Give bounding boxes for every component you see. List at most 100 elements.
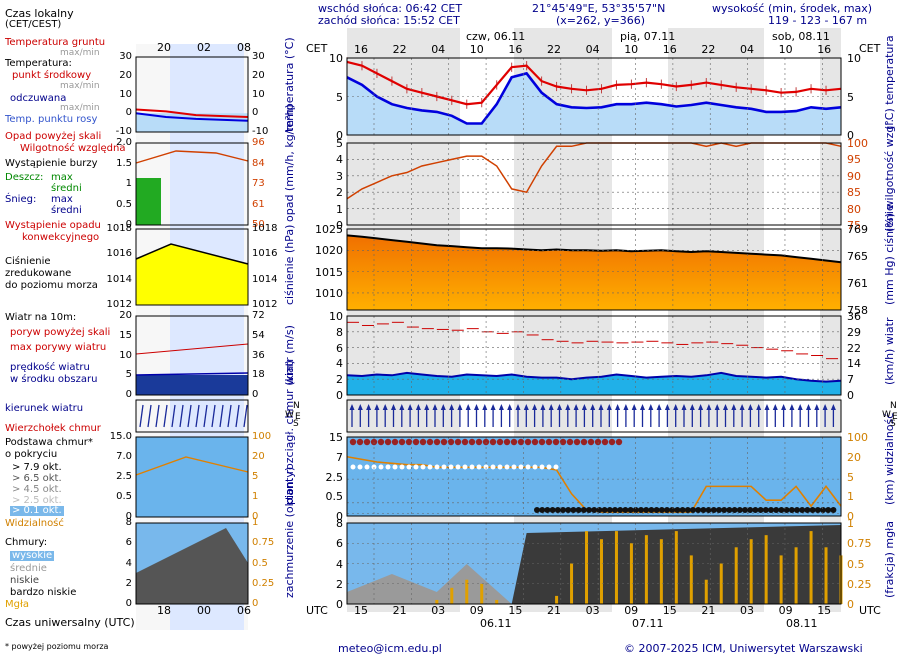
wind-direction-arrowhead: [474, 404, 479, 410]
cloud-base-low-dot: [762, 507, 769, 513]
wind-direction-arrowhead: [399, 404, 405, 410]
cloud-cover-mid: [347, 564, 512, 604]
top-time-tick: 16: [662, 43, 677, 56]
wind-direction-arrowhead: [432, 404, 438, 410]
left-vis-tick: 20: [252, 451, 265, 462]
cloud-base-low-dot: [700, 507, 707, 513]
cloud-top-dot: [447, 438, 455, 446]
left-wind-direction-arrow: [243, 404, 248, 428]
left-press-tick-r: 1016: [252, 248, 278, 260]
grid-point-text: (x=262, y=366): [556, 14, 646, 27]
cloud-panel-frame: [346, 436, 842, 517]
wind-direction-arrowhead: [407, 404, 413, 410]
cloud-base-low-dot: [695, 507, 702, 513]
bottom-day-2: 07.11: [632, 617, 664, 630]
left-visibility-line: [135, 456, 249, 476]
cloud-top-dot: [475, 438, 483, 446]
cover-y2-tick: 0: [847, 598, 854, 611]
legend-cl-mid: średnie: [10, 563, 47, 574]
left-wind-direction-arrow: [179, 404, 184, 428]
top-time-tick: 10: [469, 43, 484, 56]
wind-direction-arrowhead: [689, 404, 695, 410]
cloud-top-dot: [510, 438, 518, 446]
cloud-top-dot: [391, 438, 399, 446]
cloud-base-low-dot: [809, 507, 816, 513]
wind-direction-arrowhead: [581, 404, 587, 410]
wind-direction-arrowhead: [673, 404, 679, 410]
press-y-tick: 1025: [315, 223, 343, 236]
temp-y2-tick: 10: [847, 52, 861, 65]
cloud-top-dot: [517, 438, 525, 446]
fog-bar: [435, 599, 439, 604]
cloud-base-dot: [476, 464, 482, 470]
legend-temp-mid: punkt środkowy: [12, 70, 92, 81]
left-cloud-tick: 0: [125, 511, 132, 522]
footer-email[interactable]: meteo@icm.edu.pl: [338, 642, 442, 655]
wind-direction-arrowhead: [490, 404, 496, 410]
left-wind-frame: [135, 315, 249, 396]
left-wind-tick: 20: [119, 310, 132, 321]
left-press-tick: 1018: [106, 223, 132, 234]
left-vis-tick: 5: [252, 471, 259, 482]
wind-direction-arrowhead: [806, 404, 811, 410]
fog-bar: [465, 579, 469, 604]
left-direction-frame: [135, 399, 249, 433]
wind-direction-arrowhead: [415, 404, 421, 410]
cloud-top-dot: [538, 438, 546, 446]
cloud-base-low-dot: [664, 507, 670, 513]
legend-temp-felt: odczuwana: [10, 93, 67, 104]
legend-pressure-2: zredukowane: [5, 268, 72, 279]
cloud-base-dot: [420, 464, 426, 470]
cloud-base-low-dot: [684, 507, 691, 513]
left-wind-area: [136, 375, 248, 395]
left-press-tick: 1014: [106, 273, 132, 285]
legend-gust-above: poryw powyżej skali: [10, 327, 111, 338]
precip-y-tick: 4: [336, 153, 343, 167]
left-wind-tick: 15: [119, 329, 132, 341]
left-wind-tick: 0: [125, 389, 132, 400]
axis-title-cover-left: zachmurzenie (oktanty): [283, 466, 296, 598]
left-humidity-tick: 73: [252, 178, 265, 189]
pressure-panel-frame: [346, 228, 842, 311]
cloud-base-dot: [413, 464, 419, 470]
wind-direction-arrowhead: [482, 404, 488, 410]
press-y2-tick: 765: [847, 250, 868, 263]
cloud-top-dot: [580, 438, 588, 446]
cloud-top-dot: [363, 438, 371, 446]
elevation-title: wysokość (min, środek, max): [712, 2, 873, 15]
cloud-y-tick: 2.5: [325, 470, 344, 484]
cloud-base-low-dot: [575, 507, 582, 513]
cloud-base-low-dot: [736, 507, 743, 513]
cloud-base-low-dot: [830, 507, 837, 513]
temp-mid-line: [346, 60, 842, 106]
wind-direction-arrowhead: [640, 404, 645, 410]
fog-bar: [450, 587, 454, 604]
left-cloud-frame: [135, 436, 249, 518]
cloud-base-low-dot: [554, 507, 561, 513]
legend-gust-max: max porywy wiatru: [10, 342, 107, 353]
cloud-base-low-dot: [601, 507, 608, 513]
fog-bar: [599, 539, 603, 604]
cloud-base-dot: [441, 464, 447, 470]
bottom-time-tick: 09: [778, 604, 793, 617]
wind-direction-arrowhead: [781, 404, 787, 410]
cloud-base-low-dot: [747, 507, 754, 513]
legend-precip-occ-2: konwekcyjnego: [22, 232, 100, 243]
left-utc-tick: 06: [237, 604, 251, 617]
left-humidity-tick: 61: [252, 198, 265, 210]
legend-local-time: Czas lokalny: [5, 7, 74, 20]
wind-y-tick: 0: [336, 389, 343, 402]
legend-cl-low: niskie: [10, 575, 40, 586]
cloud-top-dot: [587, 438, 595, 446]
wind-direction-arrowhead: [789, 404, 795, 410]
cloud-base-dot: [364, 464, 370, 470]
left-wind-direction-arrow: [139, 404, 144, 428]
axis-title-cover-right: (frakcja) mgła: [883, 521, 896, 598]
temp-y-tick: 10: [329, 52, 343, 65]
left-press-tick: 1016: [106, 248, 132, 260]
top-time-tick: 16: [354, 43, 368, 56]
cloud-top-dot: [573, 438, 581, 446]
legend-okt-3: > 4.5 okt.: [12, 484, 62, 495]
legend-temp-maxmin: max/min: [60, 81, 100, 91]
